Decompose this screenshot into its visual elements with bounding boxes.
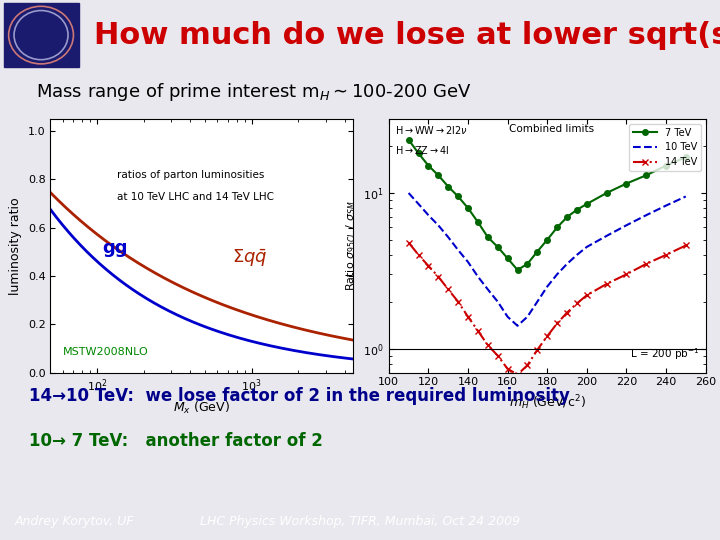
10 TeV <box>454 247 462 253</box>
10 TeV <box>513 322 522 329</box>
10 TeV <box>642 212 651 218</box>
7 TeV <box>682 154 690 160</box>
Text: 14→10 TeV:  we lose factor of 2 in the required luminosity: 14→10 TeV: we lose factor of 2 in the re… <box>29 387 570 404</box>
10 TeV <box>662 202 670 209</box>
7 TeV <box>582 201 591 207</box>
10 TeV <box>424 212 433 218</box>
10 TeV <box>493 299 502 305</box>
7 TeV <box>454 193 462 200</box>
Text: ratios of parton luminosities: ratios of parton luminosities <box>117 170 264 180</box>
14 TeV <box>622 271 631 278</box>
10 TeV <box>464 259 472 265</box>
7 TeV <box>513 267 522 273</box>
Text: gg: gg <box>102 239 127 258</box>
7 TeV <box>543 237 552 243</box>
10 TeV <box>682 193 690 200</box>
7 TeV <box>503 255 512 261</box>
Text: How much do we lose at lower sqrt(s)?: How much do we lose at lower sqrt(s)? <box>94 21 720 50</box>
7 TeV <box>563 214 572 220</box>
14 TeV <box>662 252 670 258</box>
14 TeV <box>523 362 532 368</box>
7 TeV <box>405 137 413 143</box>
10 TeV <box>503 314 512 320</box>
14 TeV <box>553 320 562 327</box>
10 TeV <box>603 233 611 239</box>
Text: $\Sigma q\bar{q}$: $\Sigma q\bar{q}$ <box>232 248 267 269</box>
7 TeV <box>603 190 611 196</box>
10 TeV <box>474 273 482 280</box>
7 TeV <box>523 261 532 267</box>
Y-axis label: luminosity ratio: luminosity ratio <box>9 197 22 294</box>
10 TeV <box>553 271 562 278</box>
10 TeV <box>582 244 591 250</box>
X-axis label: $m_H$ (GeV/c$^2$): $m_H$ (GeV/c$^2$) <box>509 393 585 411</box>
7 TeV <box>553 224 562 231</box>
10 TeV <box>484 286 492 293</box>
Text: Mass range of prime interest m$_H$$\sim$100-200 GeV: Mass range of prime interest m$_H$$\sim$… <box>36 81 472 103</box>
7 TeV <box>424 163 433 169</box>
14 TeV <box>563 309 572 316</box>
Text: H$\rightarrow$ZZ$\rightarrow$4l: H$\rightarrow$ZZ$\rightarrow$4l <box>395 144 450 156</box>
7 TeV <box>434 172 443 179</box>
7 TeV <box>444 183 453 190</box>
7 TeV <box>414 150 423 157</box>
14 TeV <box>493 353 502 359</box>
Legend: 7 TeV, 10 TeV, 14 TeV: 7 TeV, 10 TeV, 14 TeV <box>629 124 701 171</box>
Text: H$\rightarrow$WW$\rightarrow$2l2$\nu$: H$\rightarrow$WW$\rightarrow$2l2$\nu$ <box>395 124 468 136</box>
14 TeV <box>424 262 433 269</box>
14 TeV <box>434 273 443 280</box>
7 TeV <box>474 219 482 225</box>
14 TeV <box>474 328 482 334</box>
14 TeV <box>533 347 541 353</box>
Text: at 10 TeV LHC and 14 TeV LHC: at 10 TeV LHC and 14 TeV LHC <box>117 192 274 202</box>
7 TeV <box>642 172 651 179</box>
14 TeV <box>454 299 462 305</box>
10 TeV <box>434 222 443 228</box>
10 TeV <box>563 261 572 267</box>
14 TeV <box>405 239 413 246</box>
7 TeV <box>464 205 472 211</box>
Y-axis label: Ratio $\sigma_{95CL}$ / $\sigma_{SM}$: Ratio $\sigma_{95CL}$ / $\sigma_{SM}$ <box>344 200 358 291</box>
10 TeV <box>572 252 581 258</box>
7 TeV <box>662 163 670 169</box>
FancyBboxPatch shape <box>4 3 79 68</box>
Text: 10→ 7 TeV:   another factor of 2: 10→ 7 TeV: another factor of 2 <box>29 433 323 450</box>
10 TeV <box>533 299 541 305</box>
7 TeV <box>493 244 502 250</box>
Text: LHC Physics Workshop, TIFR, Mumbai, Oct 24 2009: LHC Physics Workshop, TIFR, Mumbai, Oct … <box>200 515 520 528</box>
10 TeV <box>622 222 631 228</box>
14 TeV <box>543 333 552 340</box>
X-axis label: $M_x$ (GeV): $M_x$ (GeV) <box>173 400 230 416</box>
14 TeV <box>414 252 423 258</box>
14 TeV <box>572 300 581 307</box>
Line: 14 TeV: 14 TeV <box>406 240 688 377</box>
Line: 7 TeV: 7 TeV <box>406 137 688 273</box>
7 TeV <box>622 180 631 187</box>
14 TeV <box>444 286 453 293</box>
10 TeV <box>414 201 423 207</box>
Line: 10 TeV: 10 TeV <box>409 193 686 326</box>
7 TeV <box>484 234 492 240</box>
10 TeV <box>405 190 413 196</box>
Text: MSTW2008NLO: MSTW2008NLO <box>63 347 148 357</box>
7 TeV <box>572 206 581 213</box>
14 TeV <box>582 292 591 299</box>
Text: Combined limits: Combined limits <box>509 124 594 134</box>
14 TeV <box>642 261 651 267</box>
14 TeV <box>513 372 522 378</box>
14 TeV <box>503 366 512 372</box>
14 TeV <box>464 314 472 320</box>
14 TeV <box>682 242 690 249</box>
10 TeV <box>444 234 453 240</box>
10 TeV <box>523 314 532 320</box>
10 TeV <box>543 284 552 290</box>
Text: L = 200 pb$^{-1}$: L = 200 pb$^{-1}$ <box>630 347 699 362</box>
14 TeV <box>484 342 492 348</box>
Text: Andrey Korytov, UF: Andrey Korytov, UF <box>14 515 134 528</box>
14 TeV <box>603 281 611 287</box>
7 TeV <box>533 248 541 255</box>
